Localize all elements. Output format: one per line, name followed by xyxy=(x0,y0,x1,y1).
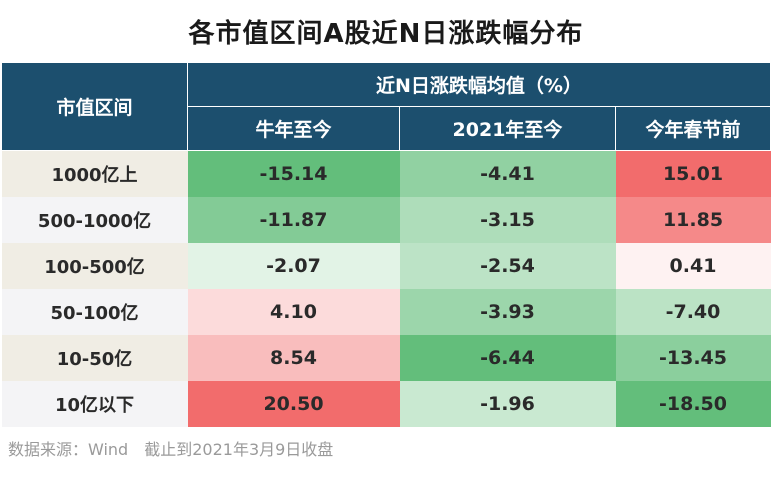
category-cell: 50-100亿 xyxy=(1,288,188,335)
value-cell: -4.41 xyxy=(399,150,616,197)
category-cell: 10-50亿 xyxy=(1,334,188,381)
value-cell: -15.14 xyxy=(187,150,400,197)
value-cell: -2.54 xyxy=(399,242,616,289)
data-table: 市值区间 近N日涨跌幅均值（%） 牛年至今 2021年至今 今年春节前 1000… xyxy=(1,62,771,427)
category-cell: 1000亿上 xyxy=(1,150,188,197)
date-note: 截止到2021年3月9日收盘 xyxy=(144,440,334,459)
value-cell: -7.40 xyxy=(615,288,771,335)
column-header: 今年春节前 xyxy=(615,106,771,151)
value-cell: -18.50 xyxy=(615,380,771,427)
table-row: 100-500亿 -2.07 -2.54 0.41 xyxy=(1,242,771,289)
column-header: 牛年至今 xyxy=(187,106,400,151)
value-cell: 20.50 xyxy=(187,380,400,427)
table-body: 1000亿上 -15.14 -4.41 15.01 500-1000亿 -11.87 -3.… xyxy=(1,150,771,427)
table-row: 10亿以下 20.50 -1.96 -18.50 xyxy=(1,380,771,427)
value-cell: -2.07 xyxy=(187,242,400,289)
value-cell: -13.45 xyxy=(615,334,771,381)
value-cell: -11.87 xyxy=(187,196,400,243)
table-row: 500-1000亿 -11.87 -3.15 11.85 xyxy=(1,196,771,243)
source-note: 数据来源：Wind xyxy=(8,440,129,459)
value-cell: -3.15 xyxy=(399,196,616,243)
value-cell: 0.41 xyxy=(615,242,771,289)
value-cell: -6.44 xyxy=(399,334,616,381)
table-row: 1000亿上 -15.14 -4.41 15.01 xyxy=(1,150,771,197)
footnote: 数据来源：Wind 截止到2021年3月9日收盘 xyxy=(8,436,333,460)
value-cell: 4.10 xyxy=(187,288,400,335)
category-cell: 10亿以下 xyxy=(1,380,188,427)
value-cell: 11.85 xyxy=(615,196,771,243)
category-cell: 100-500亿 xyxy=(1,242,188,289)
value-cell: -1.96 xyxy=(399,380,616,427)
group-header: 近N日涨跌幅均值（%） xyxy=(187,62,771,107)
row-header: 市值区间 xyxy=(1,62,188,151)
value-cell: 8.54 xyxy=(187,334,400,381)
value-cell: 15.01 xyxy=(615,150,771,197)
column-header: 2021年至今 xyxy=(399,106,616,151)
table-row: 10-50亿 8.54 -6.44 -13.45 xyxy=(1,334,771,381)
page-title: 各市值区间A股近N日涨跌幅分布 xyxy=(188,19,584,49)
value-cell: -3.93 xyxy=(399,288,616,335)
category-cell: 500-1000亿 xyxy=(1,196,188,243)
table-row: 50-100亿 4.10 -3.93 -7.40 xyxy=(1,288,771,335)
